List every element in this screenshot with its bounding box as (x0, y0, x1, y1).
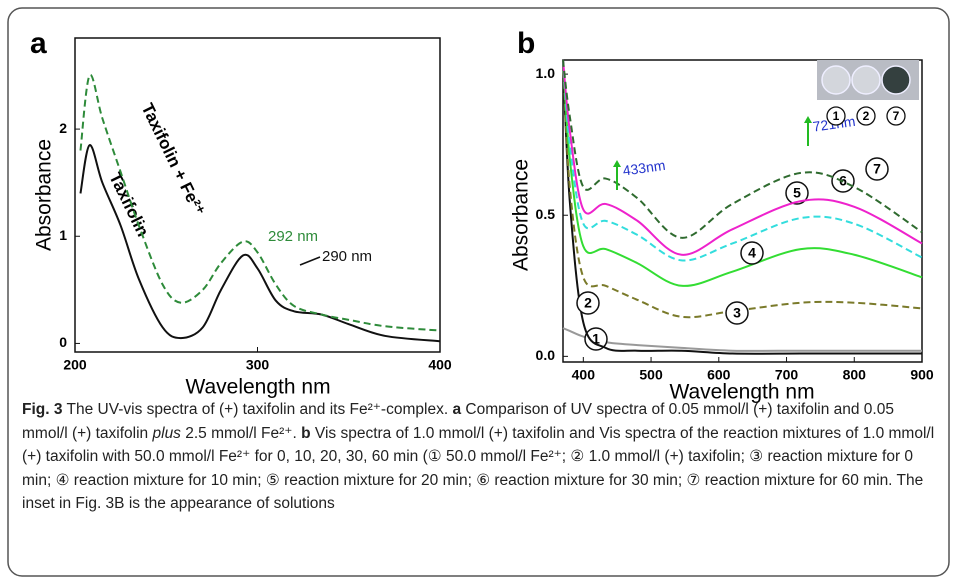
plot-frame (562, 59, 923, 363)
caption: Fig. 3 The UV-vis spectra of (+) taxifol… (22, 398, 940, 516)
x-tick-label: 200 (63, 357, 87, 373)
series-marker-circle (576, 291, 600, 315)
annotation-arrowhead (804, 116, 812, 123)
annotation: 290 nm (322, 248, 372, 265)
inset-label-circle (886, 106, 906, 126)
spectrum-line (562, 59, 922, 355)
x-tick-label: 400 (428, 357, 452, 373)
spectrum-line (562, 59, 923, 256)
spectrum-line (79, 74, 441, 332)
caption-intro: The UV-vis spectra of (+) taxifolin and … (66, 401, 449, 418)
series-label: 2 (584, 295, 592, 311)
panel-label: b (517, 27, 535, 60)
y-axis-label: Absorbance (510, 159, 533, 271)
x-tick-label: 500 (639, 367, 663, 383)
spectrum-line (79, 144, 441, 343)
series-label: 7 (873, 161, 881, 177)
y-tick-label: 0.5 (536, 206, 556, 222)
y-tick-label: 0 (59, 334, 67, 350)
caption-a-text: Comparison of UV spectra of 0.05 mmol/l … (22, 401, 894, 442)
inset-well (881, 65, 911, 95)
inset-label: 7 (893, 109, 900, 123)
annotation-leader (299, 256, 321, 266)
y-tick-label: 1.0 (536, 65, 556, 81)
y-axis-label: Absorbance (33, 139, 56, 251)
x-axis-label: Wavelength nm (669, 381, 814, 404)
x-tick-label: 900 (910, 367, 934, 383)
caption-b-text: Vis spectra of 1.0 mmol/l (+) taxifolin … (22, 424, 935, 513)
spectrum-line (562, 59, 923, 239)
series-label: 3 (733, 305, 741, 321)
series-label: 1 (592, 331, 600, 347)
x-tick-label: 600 (707, 367, 731, 383)
x-tick-label: 400 (572, 367, 596, 383)
figure-frame (7, 7, 950, 577)
inset-label: 1 (833, 109, 840, 123)
annotation: 433nm (622, 157, 667, 179)
series-marker-circle (725, 301, 749, 325)
spectrum-line (562, 59, 923, 287)
inset-well (821, 65, 851, 95)
x-tick-label: 700 (775, 367, 799, 383)
x-axis-label: Wavelength nm (185, 376, 330, 399)
y-tick-label: 2 (59, 120, 67, 136)
caption-a-label: a (452, 401, 462, 418)
annotation-arrowhead (613, 160, 621, 167)
spectrum-line (562, 327, 922, 352)
y-tick-label: 1 (59, 227, 67, 243)
annotation: 292 nm (268, 228, 318, 245)
caption-a-plus: plus (152, 424, 181, 442)
caption-label: Fig. 3 (22, 401, 63, 418)
inset-well (851, 65, 881, 95)
inset-label-circle (856, 106, 876, 126)
series-marker-circle (740, 241, 764, 265)
spectrum-line (562, 59, 923, 262)
series-marker-circle (584, 327, 608, 351)
series-marker-circle (865, 157, 889, 181)
series-label: 4 (748, 245, 756, 261)
inset-label-circle (826, 106, 846, 126)
inset-label: 2 (863, 109, 870, 123)
x-tick-label: 800 (843, 367, 867, 383)
x-tick-label: 300 (246, 357, 270, 373)
caption-a-rest: 2.5 mmol/l Fe²⁺. (185, 424, 297, 442)
series-label: Taxifolin + Fe²⁺ (138, 100, 209, 218)
series-label: 5 (793, 185, 801, 201)
series-marker-circle (785, 181, 809, 205)
caption-b-label: b (301, 424, 311, 442)
panel-label: a (30, 27, 47, 60)
y-tick-label: 0.0 (536, 347, 556, 363)
spectrum-line (562, 59, 923, 319)
